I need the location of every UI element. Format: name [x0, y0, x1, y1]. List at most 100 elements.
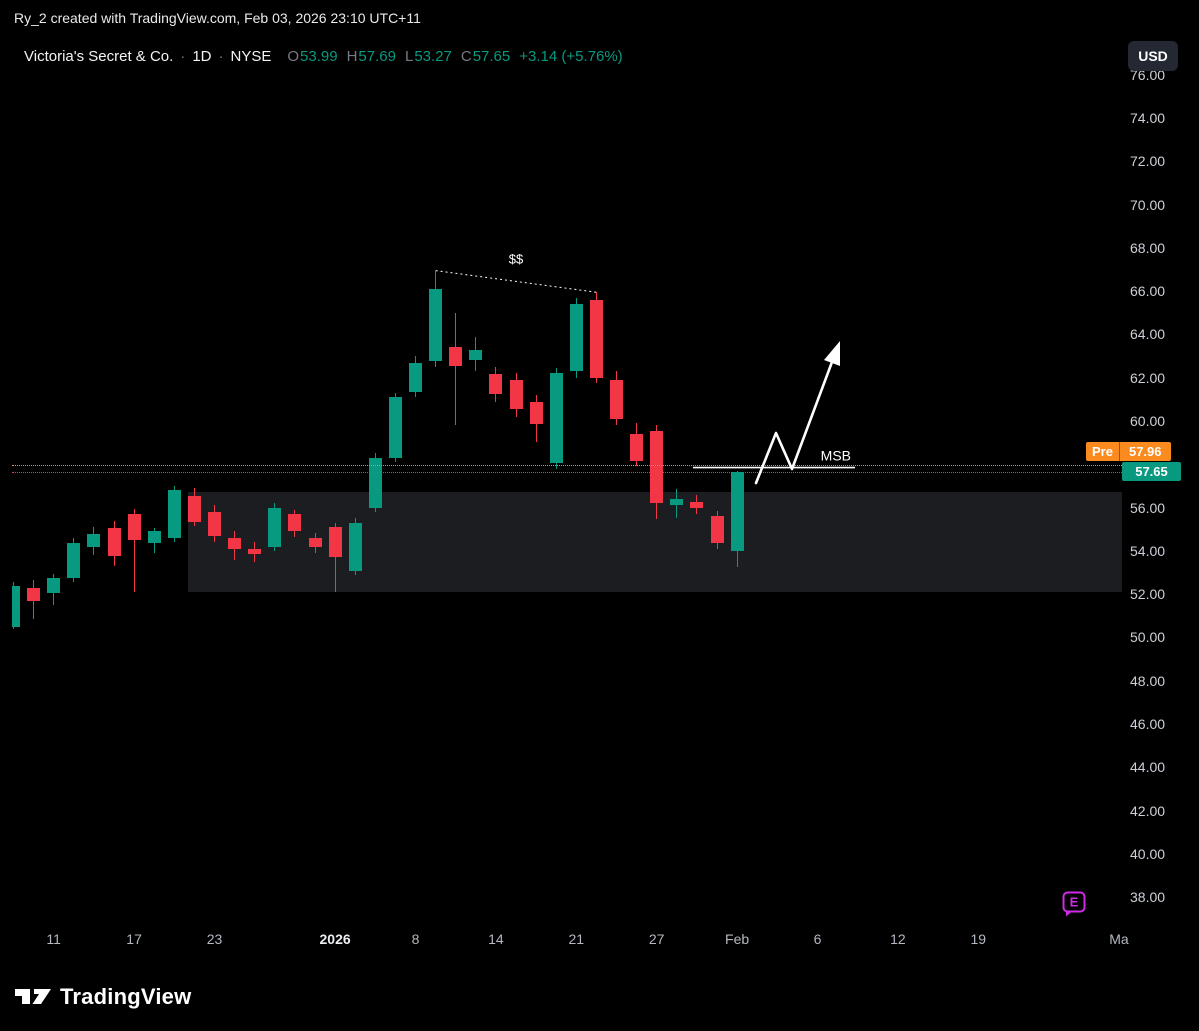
currency-button[interactable]: USD: [1128, 41, 1178, 71]
candle-body: [730, 471, 744, 552]
time-axis-label: 14: [488, 931, 504, 947]
candle-body: [67, 543, 81, 578]
price-axis-label: 50.00: [1130, 629, 1166, 646]
candle-body: [12, 585, 20, 627]
candle-body: [630, 434, 644, 462]
tradingview-wordmark[interactable]: TradingView: [60, 983, 192, 1009]
candle-body: [469, 349, 483, 361]
candle-body: [47, 577, 61, 594]
price-axis-label: 46.00: [1130, 716, 1166, 733]
price-change: +3.14 (+5.76%): [519, 47, 623, 65]
exchange-label: NYSE: [230, 47, 272, 65]
price-axis-label: 56.00: [1130, 499, 1166, 516]
premarket-price-line: [12, 465, 1122, 467]
candle-body: [368, 457, 382, 508]
high-value: 57.69: [358, 47, 396, 65]
attribution-text: Ry_2 created with TradingView.com, Feb 0…: [14, 10, 421, 26]
candle-body: [509, 379, 523, 410]
projection-arrow-head: [824, 341, 840, 366]
candle-body: [127, 514, 141, 541]
symbol-name[interactable]: Victoria's Secret & Co.: [24, 47, 174, 65]
price-axis-label: 74.00: [1130, 110, 1166, 126]
price-axis-label: 48.00: [1130, 672, 1166, 689]
candle-body: [87, 533, 101, 547]
time-axis-label: Ma: [1109, 931, 1129, 947]
candle-body: [208, 511, 221, 536]
low-label: L: [404, 47, 414, 65]
candle-body: [610, 379, 623, 419]
tradingview-logo[interactable]: [14, 985, 52, 1008]
price-axis-label: 66.00: [1130, 283, 1166, 300]
symbol-header: Victoria's Secret & Co. · 1D · NYSE O 53.…: [24, 46, 623, 66]
time-axis-label: 11: [46, 931, 61, 947]
dollars-trendline[interactable]: [435, 270, 597, 293]
time-axis-label: 27: [648, 931, 665, 947]
dollars-label: $$: [509, 252, 524, 267]
price-axis-label: 54.00: [1130, 542, 1166, 559]
price-axis-label: 64.00: [1130, 326, 1166, 343]
earnings-icon-letter: E: [1070, 895, 1079, 910]
candle-body: [650, 430, 664, 504]
time-axis-label: 21: [568, 931, 585, 947]
candle-body: [288, 514, 302, 532]
time-axis-label: 8: [411, 931, 420, 947]
candle-body: [308, 537, 322, 547]
last-price-value: 57.65: [1135, 464, 1168, 479]
candle-body: [328, 527, 342, 558]
close-value: 57.65: [472, 47, 511, 65]
candle-body: [549, 373, 563, 464]
separator-dot: ·: [180, 47, 186, 65]
last-price-line: [12, 471, 1122, 473]
open-value: 53.99: [300, 47, 338, 65]
premarket-price-label: Pre 57.96: [1086, 442, 1171, 461]
candle-body: [670, 498, 684, 506]
price-axis-label: 44.00: [1130, 759, 1166, 776]
close-label: C: [460, 47, 472, 65]
high-label: H: [346, 47, 358, 65]
earnings-icon[interactable]: E: [1060, 889, 1088, 918]
price-axis-label: 68.00: [1130, 239, 1166, 256]
time-scale[interactable]: 11 17 23 2026 8 14 21 27 Feb 6 12 19 Ma: [12, 920, 1128, 962]
last-price-label: 57.65: [1122, 462, 1181, 481]
candle-body: [167, 490, 181, 538]
price-axis-label: 70.00: [1130, 196, 1166, 213]
candle-wick: [133, 508, 135, 593]
earnings-icon-frame: [1062, 891, 1086, 913]
candle-body: [268, 507, 282, 547]
msb-label: MSB: [821, 448, 851, 464]
candle-body: [187, 495, 201, 522]
candle-body: [710, 516, 724, 544]
price-scale[interactable]: 76.00 74.00 72.00 70.00 68.00 66.00 64.00 62.00…: [1122, 37, 1199, 921]
premarket-tag: Pre: [1086, 442, 1120, 461]
price-axis-label: 42.00: [1130, 802, 1166, 819]
candle-body: [388, 397, 402, 458]
candle-body: [248, 548, 262, 555]
earnings-icon-tail: [1066, 911, 1072, 917]
candle-wick: [334, 522, 336, 592]
time-axis-label: 12: [890, 931, 906, 947]
candle-wick: [455, 312, 457, 426]
chart-plot[interactable]: $$ MSB: [12, 37, 1122, 921]
price-axis-label: 72.00: [1130, 153, 1166, 170]
time-axis-label: Feb: [725, 931, 750, 947]
price-axis-label: 40.00: [1130, 845, 1166, 862]
attribution-bar: Ry_2 created with TradingView.com, Feb 0…: [0, 0, 1199, 37]
candle-body: [147, 531, 161, 544]
candle-body: [107, 528, 121, 557]
candle-body: [27, 587, 41, 601]
supply-demand-zone[interactable]: [187, 492, 1122, 592]
price-axis-label: 38.00: [1130, 889, 1166, 906]
candle-body: [589, 299, 603, 378]
time-axis-label: 23: [206, 931, 223, 947]
time-axis-label: 19: [970, 931, 987, 947]
low-value: 53.27: [414, 47, 452, 65]
interval-label[interactable]: 1D: [192, 47, 212, 65]
candle-body: [489, 374, 503, 394]
time-axis-label: 2026: [319, 931, 351, 947]
candle-body: [348, 522, 362, 572]
price-axis-label: 52.00: [1130, 586, 1166, 603]
open-label: O: [287, 47, 300, 65]
premarket-price-value: 57.96: [1128, 444, 1162, 459]
time-axis-label: 17: [126, 931, 142, 947]
candle-body: [690, 502, 704, 508]
